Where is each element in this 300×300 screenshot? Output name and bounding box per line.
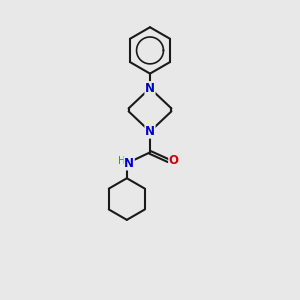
Text: H: H — [118, 156, 125, 166]
Text: N: N — [145, 82, 155, 95]
Text: N: N — [124, 157, 134, 170]
Text: O: O — [169, 154, 179, 167]
Text: N: N — [145, 125, 155, 138]
